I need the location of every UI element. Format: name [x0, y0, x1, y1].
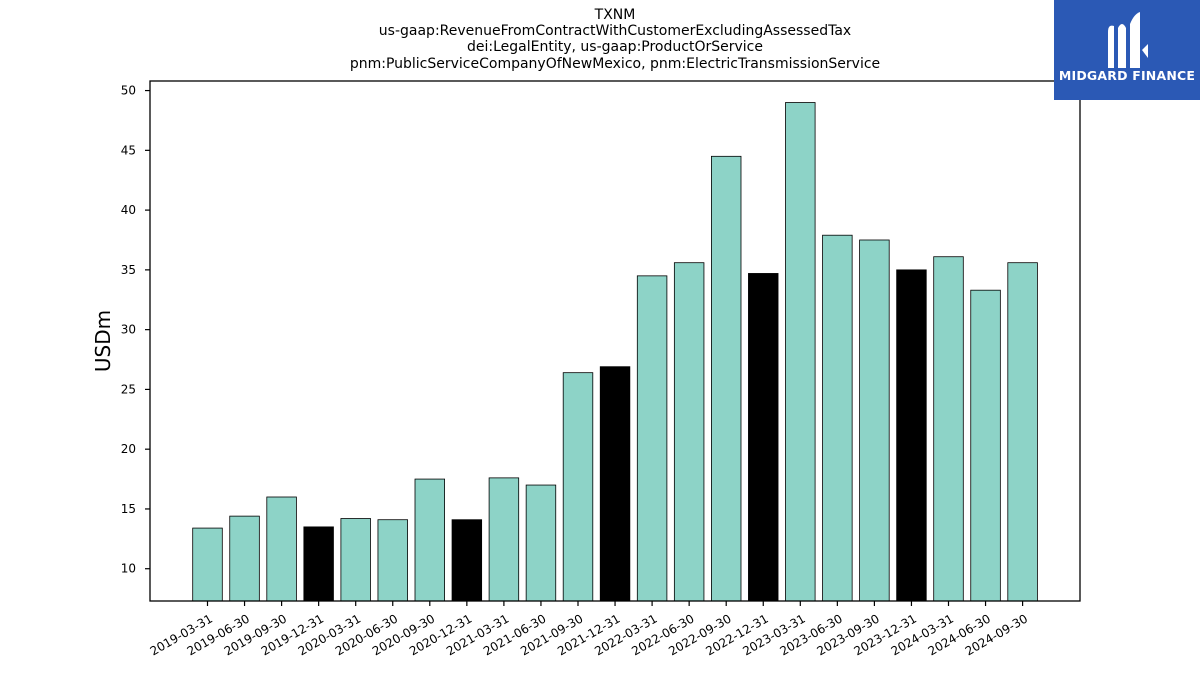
y-tick-label-15: 15 — [121, 502, 136, 516]
bar-2020-06-30 — [377, 519, 408, 602]
y-axis-label: USDm — [91, 310, 115, 372]
midgard-logo-icon — [1108, 12, 1148, 69]
bar-2019-06-30 — [229, 515, 260, 602]
bar-2023-09-30 — [859, 239, 890, 602]
bar-2020-12-31 — [451, 519, 483, 602]
chart-title-dimensions: dei:LegalEntity, us-gaap:ProductOrServic… — [467, 39, 763, 55]
y-tick-label-40: 40 — [121, 203, 136, 217]
bar-2019-09-30 — [266, 496, 297, 602]
chart-title-members: pnm:PublicServiceCompanyOfNewMexico, pnm… — [349, 56, 881, 72]
bar-2023-06-30 — [822, 234, 853, 602]
bar-2022-06-30 — [673, 262, 705, 602]
y-tick-label-30: 30 — [121, 323, 136, 337]
bar-2023-03-31 — [785, 102, 816, 602]
bar-2022-12-31 — [748, 273, 779, 602]
bar-2019-12-31 — [303, 526, 334, 602]
logo-name: MIDGARD FINANCE — [1058, 68, 1196, 83]
y-tick-label-25: 25 — [121, 382, 136, 396]
bar-2023-12-31 — [896, 269, 927, 602]
bar-2022-03-31 — [636, 275, 668, 602]
y-tick-label-50: 50 — [121, 84, 136, 98]
bar-2021-09-30 — [562, 372, 594, 602]
y-tick-label-45: 45 — [121, 143, 136, 157]
midgard-logo: MIDGARD FINANCE — [1054, 0, 1200, 100]
bar-2024-09-30 — [1007, 262, 1038, 602]
y-tick-label-35: 35 — [121, 263, 136, 277]
y-tick-label-20: 20 — [121, 442, 136, 456]
y-tick-label-10: 10 — [121, 562, 136, 576]
bar-2021-12-31 — [599, 366, 631, 602]
bar-2020-03-31 — [340, 518, 371, 602]
bar-2024-03-31 — [933, 256, 964, 602]
chart-title-concept: us-gaap:RevenueFromContractWithCustomerE… — [378, 23, 852, 39]
bar-2021-03-31 — [488, 477, 520, 602]
bar-2024-06-30 — [970, 289, 1001, 602]
bar-2020-09-30 — [414, 478, 446, 602]
bar-2022-09-30 — [711, 155, 742, 602]
chart-title-ticker: TXNM — [594, 7, 636, 23]
bar-2021-06-30 — [525, 484, 557, 602]
bar-2019-03-31 — [192, 527, 223, 602]
